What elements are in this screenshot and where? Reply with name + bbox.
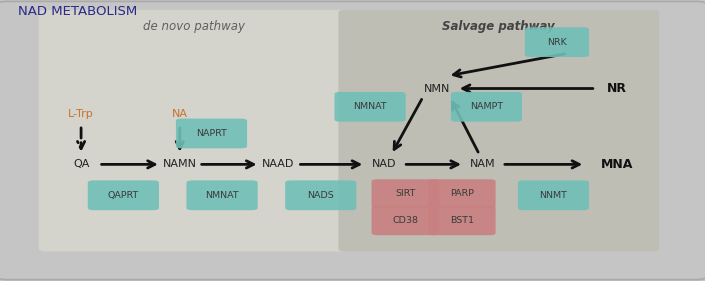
- Text: NMNAT: NMNAT: [353, 102, 387, 111]
- Text: QA: QA: [73, 159, 90, 169]
- FancyBboxPatch shape: [372, 179, 439, 209]
- FancyBboxPatch shape: [428, 179, 496, 209]
- Text: QAPRT: QAPRT: [108, 191, 139, 200]
- Text: Salvage pathway: Salvage pathway: [442, 20, 555, 33]
- Text: NR: NR: [607, 82, 627, 95]
- Text: SIRT: SIRT: [396, 189, 415, 198]
- Text: NAD METABOLISM: NAD METABOLISM: [18, 5, 137, 18]
- Text: NAM: NAM: [470, 159, 496, 169]
- Text: BST1: BST1: [450, 216, 474, 225]
- Text: NADS: NADS: [307, 191, 334, 200]
- Text: PARP: PARP: [450, 189, 474, 198]
- FancyBboxPatch shape: [451, 92, 522, 122]
- FancyBboxPatch shape: [517, 180, 589, 210]
- FancyBboxPatch shape: [87, 180, 159, 210]
- Text: NNMT: NNMT: [539, 191, 568, 200]
- Text: NAAD: NAAD: [262, 159, 295, 169]
- Text: NMNAT: NMNAT: [205, 191, 239, 200]
- FancyBboxPatch shape: [335, 92, 406, 122]
- Text: de novo pathway: de novo pathway: [143, 20, 245, 33]
- FancyBboxPatch shape: [525, 27, 589, 57]
- Text: MNA: MNA: [601, 158, 633, 171]
- FancyBboxPatch shape: [186, 180, 258, 210]
- FancyBboxPatch shape: [285, 180, 357, 210]
- Text: CD38: CD38: [393, 216, 418, 225]
- Text: NAMN: NAMN: [163, 159, 197, 169]
- FancyBboxPatch shape: [372, 206, 439, 235]
- FancyBboxPatch shape: [176, 119, 247, 148]
- Text: NAMPT: NAMPT: [470, 102, 503, 111]
- FancyBboxPatch shape: [39, 10, 349, 251]
- Text: L-Trp: L-Trp: [68, 109, 94, 119]
- Text: NMN: NMN: [424, 83, 450, 94]
- Text: NA: NA: [172, 109, 188, 119]
- Text: NAPRT: NAPRT: [196, 129, 227, 138]
- Text: NRK: NRK: [547, 38, 567, 47]
- FancyBboxPatch shape: [428, 206, 496, 235]
- Text: NAD: NAD: [372, 159, 396, 169]
- FancyBboxPatch shape: [338, 10, 659, 251]
